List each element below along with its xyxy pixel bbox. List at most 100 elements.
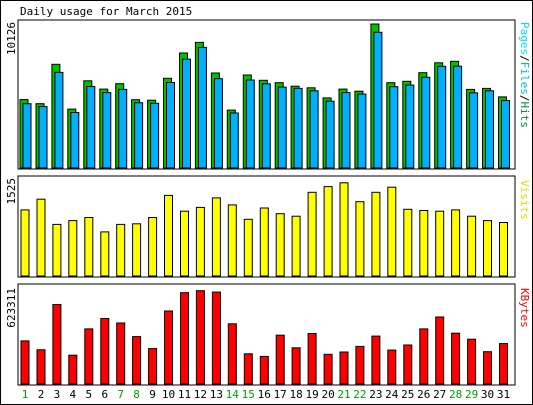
bar-visits-18: [291, 215, 301, 277]
bar-kbytes-17: [275, 334, 285, 385]
x-tick-label-18: 18: [289, 388, 302, 401]
bar-kbytes-13: [211, 291, 221, 385]
bar-files-10: [166, 82, 175, 169]
bar-visits-23: [371, 191, 381, 277]
bar-kbytes-3: [52, 304, 62, 385]
x-tick-label-14: 14: [226, 388, 240, 401]
bar-files-22: [357, 93, 367, 169]
bar-visits-11: [180, 210, 189, 277]
bar-kbytes-8: [132, 336, 142, 385]
x-tick-label-24: 24: [385, 388, 399, 401]
bar-visits-4: [68, 220, 78, 277]
bar-kbytes-24: [387, 349, 397, 385]
bar-kbytes-9: [148, 348, 158, 385]
side-label-hits: Pages/Files/Hits: [518, 22, 531, 128]
bar-visits-28: [451, 209, 461, 277]
side-label-sep-1: /: [518, 55, 531, 62]
bar-visits-30: [483, 220, 492, 277]
bar-kbytes-31: [499, 343, 508, 385]
x-tick-label-5: 5: [85, 388, 92, 401]
x-tick-label-30: 30: [481, 388, 494, 401]
x-tick-label-12: 12: [194, 388, 207, 401]
x-tick-label-10: 10: [162, 388, 175, 401]
bar-visits-8: [132, 223, 142, 277]
bar-visits-24: [387, 186, 397, 277]
x-tick-label-26: 26: [417, 388, 430, 401]
bar-visits-20: [323, 186, 333, 277]
bar-files-19: [309, 90, 319, 169]
x-tick-label-2: 2: [38, 388, 45, 401]
x-tick-label-9: 9: [149, 388, 156, 401]
bar-files-27: [437, 65, 447, 169]
bar-files-2: [38, 106, 48, 169]
x-tick-label-23: 23: [369, 388, 382, 401]
bar-files-3: [54, 71, 64, 169]
x-tick-label-21: 21: [337, 388, 350, 401]
bar-visits-21: [339, 182, 349, 277]
bar-kbytes-25: [403, 344, 413, 385]
bar-kbytes-22: [355, 345, 365, 385]
bar-kbytes-19: [307, 333, 317, 385]
bar-files-16: [261, 83, 271, 169]
bar-visits-3: [52, 223, 62, 277]
bar-visits-1: [20, 209, 30, 277]
x-axis-labels: 1 2 3 4 5 6 7 8 9 10 11 12 13 14 15 16 17 18 19 20 21 22 23 24 2…: [22, 388, 510, 401]
bar-files-6: [102, 92, 112, 169]
side-label-kbytes-text: KBytes: [518, 288, 531, 328]
bar-kbytes-12: [195, 290, 205, 385]
x-tick-label-11: 11: [178, 388, 191, 401]
bar-files-9: [150, 102, 160, 169]
bar-visits-6: [100, 231, 110, 277]
bar-visits-13: [211, 197, 221, 277]
bar-visits-16: [259, 207, 269, 277]
bar-files-23: [373, 31, 383, 169]
bar-visits-26: [419, 210, 429, 277]
side-label-visits: Visits: [518, 180, 531, 220]
panel-hits-frame: [17, 19, 516, 170]
bar-visits-31: [499, 222, 508, 277]
bar-kbytes-1: [20, 340, 30, 385]
bar-visits-19: [307, 191, 317, 277]
bar-kbytes-30: [483, 351, 492, 385]
y-max-label-kbytes: 623311: [5, 288, 18, 328]
bar-files-25: [405, 84, 415, 169]
side-label-kbytes: KBytes: [518, 288, 531, 328]
bar-files-5: [86, 86, 96, 169]
bar-kbytes-20: [323, 353, 333, 385]
bar-kbytes-2: [36, 349, 46, 385]
x-tick-label-16: 16: [258, 388, 271, 401]
side-label-hits-text: Hits: [518, 102, 531, 129]
x-tick-label-22: 22: [353, 388, 366, 401]
bar-files-17: [277, 86, 287, 169]
bar-kbytes-11: [180, 292, 189, 385]
bar-visits-15: [243, 218, 253, 277]
x-tick-label-27: 27: [433, 388, 446, 401]
x-tick-label-15: 15: [242, 388, 255, 401]
x-tick-label-3: 3: [54, 388, 61, 401]
bar-files-14: [229, 112, 239, 169]
bar-visits-17: [275, 213, 285, 277]
bar-files-29: [469, 92, 479, 169]
x-tick-label-1: 1: [22, 388, 29, 401]
x-tick-label-25: 25: [401, 388, 414, 401]
bar-kbytes-29: [467, 338, 477, 385]
x-tick-label-20: 20: [321, 388, 334, 401]
x-tick-label-28: 28: [449, 388, 462, 401]
bar-kbytes-18: [291, 347, 301, 385]
bar-kbytes-27: [435, 316, 445, 385]
x-tick-label-13: 13: [210, 388, 223, 401]
bar-files-13: [213, 78, 223, 169]
bar-visits-12: [195, 206, 205, 277]
x-tick-label-17: 17: [274, 388, 287, 401]
bar-kbytes-5: [84, 328, 94, 385]
bar-kbytes-23: [371, 335, 381, 385]
bar-visits-5: [84, 217, 94, 277]
bar-kbytes-14: [227, 323, 237, 385]
bar-visits-27: [435, 210, 445, 277]
x-tick-label-8: 8: [133, 388, 140, 401]
bar-visits-14: [227, 204, 237, 277]
bar-visits-7: [116, 223, 126, 277]
x-tick-label-19: 19: [305, 388, 318, 401]
x-tick-label-4: 4: [69, 388, 76, 401]
